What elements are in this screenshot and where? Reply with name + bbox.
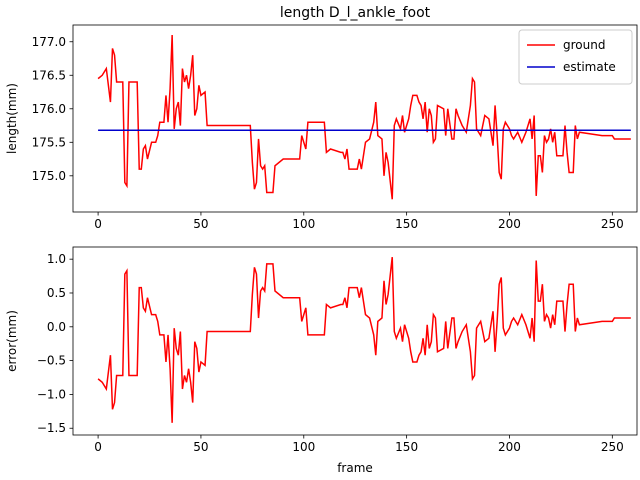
axes-frame [72, 246, 638, 436]
y-tick-label: −1.0 [37, 387, 66, 401]
chart-title: length D_l_ankle_foot [280, 5, 431, 21]
y-axis-label: error(mm) [5, 310, 19, 372]
y-tick-label: 1.0 [47, 252, 66, 266]
y-tick-label: 177.0 [32, 35, 66, 49]
legend-label: ground [563, 38, 605, 52]
x-tick-label: 150 [395, 440, 418, 454]
y-tick-label: 176.0 [32, 102, 66, 116]
x-tick-label: 50 [193, 217, 208, 231]
axes-frame [72, 24, 638, 213]
y-tick-label: 0.5 [47, 286, 66, 300]
x-axis-label: frame [337, 461, 373, 475]
y-tick-label: −1.5 [37, 421, 66, 435]
x-tick-label: 250 [601, 217, 624, 231]
y-tick-label: 176.5 [32, 68, 66, 82]
data-line [97, 257, 631, 423]
x-tick-label: 200 [498, 440, 521, 454]
legend-label: estimate [563, 60, 616, 74]
y-tick-label: 0.0 [47, 320, 66, 334]
y-tick-label: 175.5 [32, 135, 66, 149]
y-tick-label: 175.0 [32, 169, 66, 183]
x-tick-label: 200 [498, 217, 521, 231]
y-tick-label: −0.5 [37, 354, 66, 368]
x-tick-label: 250 [601, 440, 624, 454]
y-axis-label: length(mm) [5, 83, 19, 154]
x-tick-label: 0 [94, 217, 102, 231]
x-tick-label: 100 [292, 440, 315, 454]
legend-box [518, 29, 633, 85]
x-tick-label: 0 [94, 440, 102, 454]
x-tick-label: 50 [193, 440, 208, 454]
x-tick-label: 100 [292, 217, 315, 231]
data-line [97, 35, 631, 200]
x-tick-label: 150 [395, 217, 418, 231]
